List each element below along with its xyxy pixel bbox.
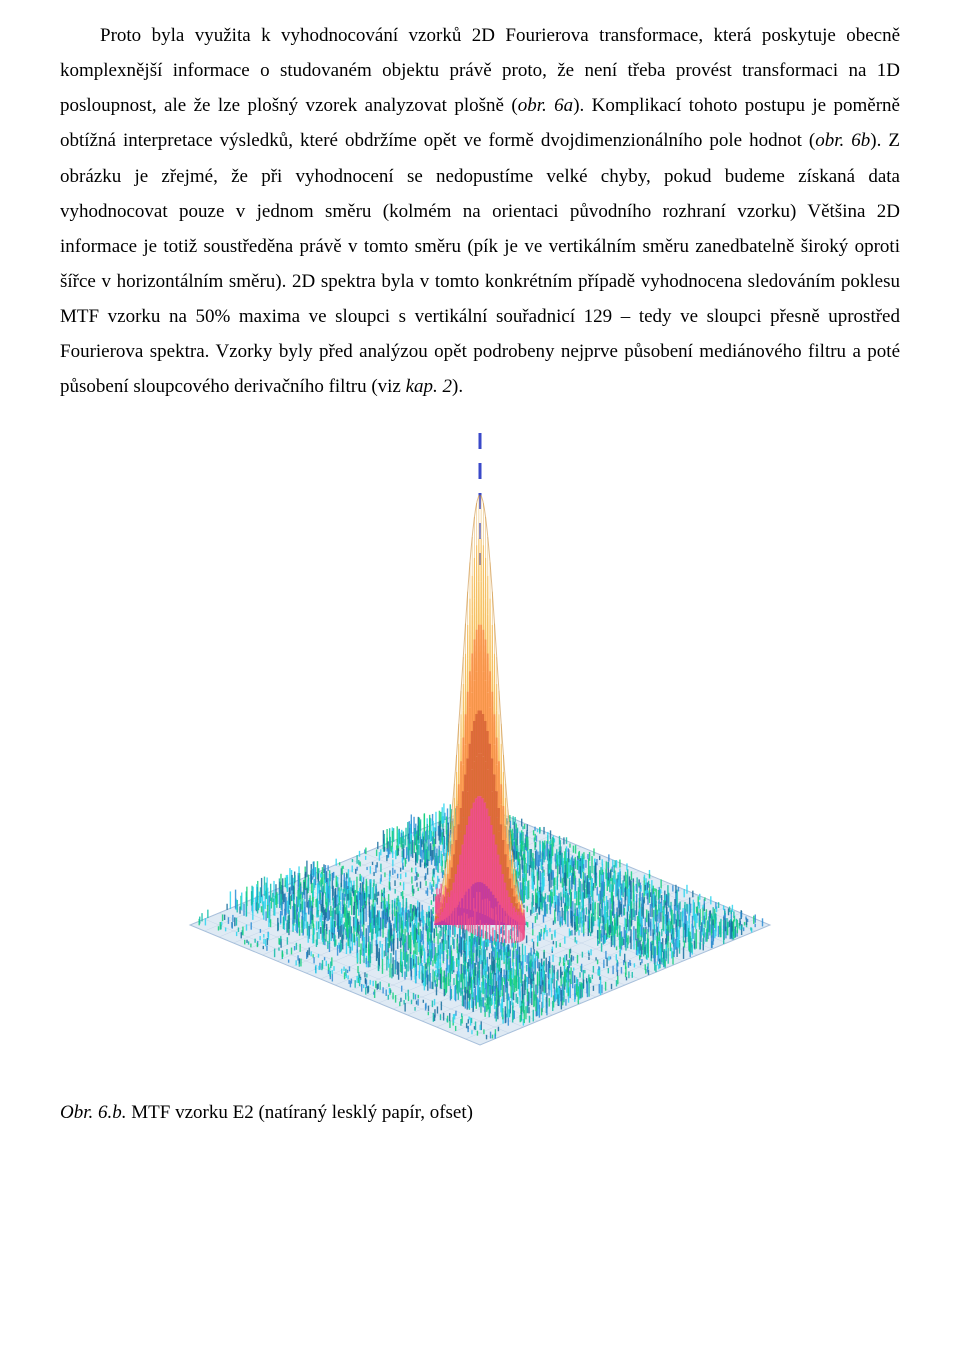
mtf-3d-plot: [160, 425, 800, 1065]
figure-caption: Obr. 6.b. MTF vzorku E2 (natíraný lesklý…: [60, 1098, 900, 1128]
para-italic-3: kap. 2: [406, 376, 452, 397]
para-italic-2: obr. 6b: [815, 130, 870, 151]
para-italic-1: obr. 6a: [518, 95, 573, 116]
para-text-3: ). Z obrázku je zřejmé, že při vyhodnoce…: [60, 130, 900, 397]
main-paragraph: Proto byla využita k vyhodnocování vzork…: [60, 18, 900, 405]
page: Proto byla využita k vyhodnocování vzork…: [0, 0, 960, 1351]
caption-label: Obr. 6.b.: [60, 1102, 127, 1123]
caption-text: MTF vzorku E2 (natíraný lesklý papír, of…: [127, 1102, 473, 1123]
figure-container: [60, 425, 900, 1070]
para-text-4: ).: [452, 376, 463, 397]
